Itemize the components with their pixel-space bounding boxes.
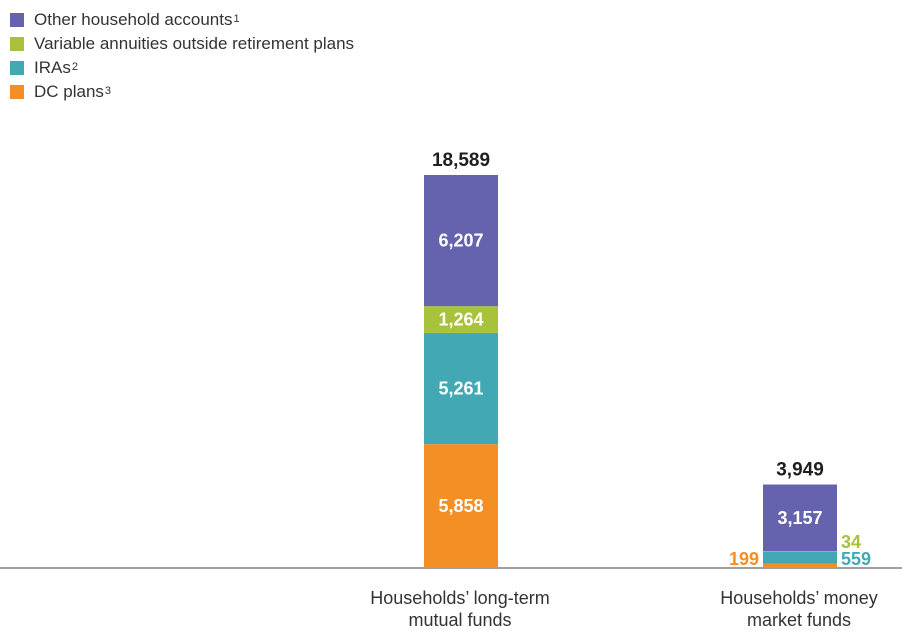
total-label-0: 18,589 [432, 150, 490, 171]
legend-footnote-other: 1 [233, 13, 240, 25]
bar-segment-other-household-1 [763, 484, 837, 552]
legend-item-dc-plans: DC plans 3 [10, 80, 354, 104]
value-label-dc-plans-0: 5,858 [438, 496, 483, 516]
chart-legend: Other household accounts 1 Variable annui… [10, 8, 354, 104]
value-label-dc-plans-1: 199 [729, 549, 759, 569]
legend-label-iras: IRAs [34, 58, 71, 77]
bar-segment-dc-plans-1 [763, 563, 837, 568]
category-label-long-term: Households’ long-term mutual funds [330, 587, 590, 631]
value-label-other-household-0: 6,207 [438, 231, 483, 251]
bar-segment-variable-annuities-0 [424, 306, 498, 333]
value-label-iras-0: 5,261 [438, 379, 483, 399]
bar-segment-other-household-0 [424, 174, 498, 307]
legend-item-variable-annuities: Variable annuities outside retirement pl… [10, 32, 354, 56]
bar-segment-iras-0 [424, 332, 498, 445]
legend-item-iras: IRAs 2 [10, 56, 354, 80]
legend-label-other: Other household accounts [34, 10, 233, 29]
value-label-iras-1: 559 [841, 549, 871, 569]
bar-segment-variable-annuities-1 [763, 551, 837, 552]
category-label-money-market-line1: Households’ money [720, 588, 878, 608]
bar-segment-dc-plans-0 [424, 444, 498, 568]
legend-footnote-iras: 2 [71, 61, 78, 73]
legend-footnote-dc-plans: 3 [104, 85, 112, 97]
legend-swatch-variable-annuities [10, 37, 24, 51]
legend-label-dc-plans: DC plans [34, 82, 104, 101]
category-label-money-market-line2: market funds [746, 610, 852, 630]
category-label-money-market: Households’ money market funds [684, 587, 902, 631]
value-label-other-household-1: 3,157 [777, 508, 822, 528]
value-label-variable-annuities-0: 1,264 [438, 310, 483, 330]
legend-swatch-iras [10, 61, 24, 75]
legend-item-other: Other household accounts 1 [10, 8, 354, 32]
legend-label-variable-annuities: Variable annuities outside retirement pl… [34, 34, 355, 53]
bar-segment-iras-1 [763, 551, 837, 564]
category-label-long-term-line2: mutual funds [408, 610, 512, 630]
legend-swatch-dc-plans [10, 85, 24, 99]
value-label-variable-annuities-1: 34 [841, 532, 861, 552]
legend-swatch-other [10, 13, 24, 27]
total-label-1: 3,949 [776, 460, 824, 481]
category-label-long-term-line1: Households’ long-term [370, 588, 550, 608]
